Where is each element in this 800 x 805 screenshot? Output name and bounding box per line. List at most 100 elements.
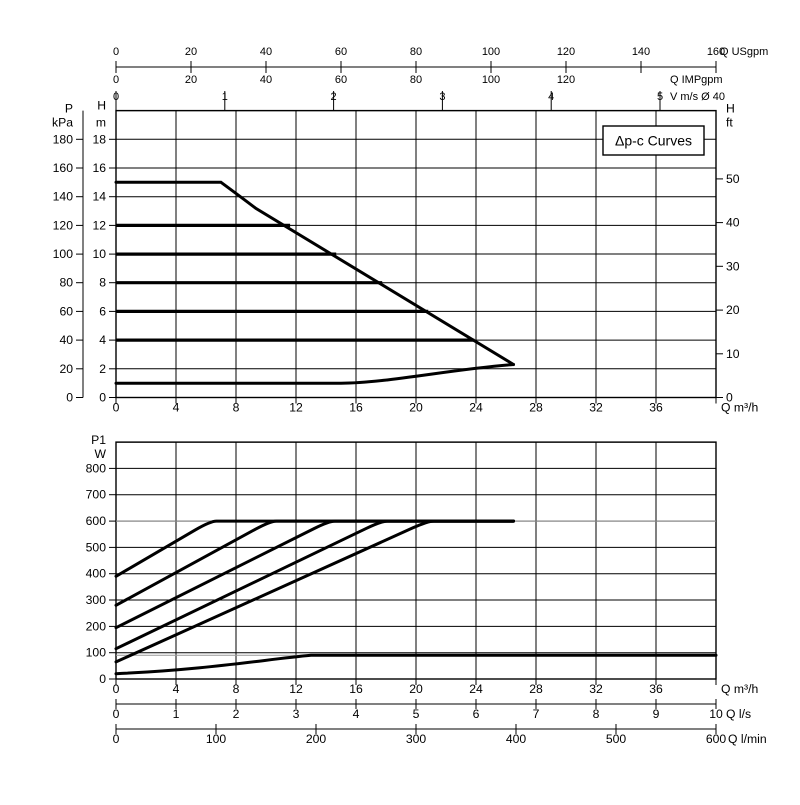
svg-text:40: 40 bbox=[726, 216, 740, 230]
svg-text:60: 60 bbox=[59, 304, 73, 318]
svg-text:100: 100 bbox=[482, 46, 500, 58]
svg-text:600: 600 bbox=[706, 732, 727, 746]
svg-text:24: 24 bbox=[469, 682, 483, 696]
svg-text:0: 0 bbox=[99, 672, 106, 686]
svg-text:100: 100 bbox=[482, 74, 500, 86]
svg-text:80: 80 bbox=[410, 74, 422, 86]
svg-text:12: 12 bbox=[289, 682, 303, 696]
svg-text:120: 120 bbox=[557, 74, 575, 86]
svg-text:20: 20 bbox=[185, 46, 197, 58]
svg-text:Q l/s: Q l/s bbox=[726, 707, 751, 721]
svg-text:18: 18 bbox=[92, 132, 106, 146]
svg-text:12: 12 bbox=[289, 401, 303, 415]
svg-text:8: 8 bbox=[233, 401, 240, 415]
svg-text:Q m³/h: Q m³/h bbox=[721, 682, 758, 696]
svg-text:0: 0 bbox=[113, 732, 120, 746]
svg-text:10: 10 bbox=[92, 247, 106, 261]
svg-text:14: 14 bbox=[92, 190, 106, 204]
svg-text:5: 5 bbox=[657, 91, 663, 103]
svg-text:0: 0 bbox=[99, 391, 106, 405]
svg-text:32: 32 bbox=[589, 401, 603, 415]
svg-text:36: 36 bbox=[649, 682, 663, 696]
svg-text:0: 0 bbox=[66, 391, 73, 405]
svg-text:0: 0 bbox=[113, 46, 119, 58]
svg-text:10: 10 bbox=[726, 347, 740, 361]
svg-text:8: 8 bbox=[99, 276, 106, 290]
svg-text:60: 60 bbox=[335, 46, 347, 58]
svg-text:20: 20 bbox=[409, 401, 423, 415]
svg-text:Δp-c Curves: Δp-c Curves bbox=[615, 133, 692, 149]
svg-text:16: 16 bbox=[349, 682, 363, 696]
svg-text:200: 200 bbox=[306, 732, 327, 746]
svg-text:8: 8 bbox=[233, 682, 240, 696]
svg-text:0: 0 bbox=[113, 74, 119, 86]
svg-text:Q l/min: Q l/min bbox=[728, 732, 767, 746]
svg-text:80: 80 bbox=[410, 46, 422, 58]
svg-text:200: 200 bbox=[86, 619, 107, 633]
svg-text:0: 0 bbox=[113, 401, 120, 415]
svg-text:600: 600 bbox=[86, 514, 107, 528]
svg-text:16: 16 bbox=[349, 401, 363, 415]
svg-text:0: 0 bbox=[113, 91, 119, 103]
svg-text:Q USgpm: Q USgpm bbox=[720, 46, 768, 58]
svg-text:100: 100 bbox=[86, 646, 107, 660]
svg-text:2: 2 bbox=[233, 707, 240, 721]
svg-text:P: P bbox=[65, 102, 73, 116]
svg-text:140: 140 bbox=[53, 190, 74, 204]
svg-text:160: 160 bbox=[53, 161, 74, 175]
svg-text:20: 20 bbox=[726, 303, 740, 317]
svg-text:100: 100 bbox=[53, 247, 74, 261]
svg-text:1: 1 bbox=[173, 707, 180, 721]
svg-text:Q IMPgpm: Q IMPgpm bbox=[670, 74, 723, 86]
svg-text:32: 32 bbox=[589, 682, 603, 696]
svg-text:80: 80 bbox=[59, 276, 73, 290]
svg-text:W: W bbox=[94, 447, 106, 461]
svg-text:20: 20 bbox=[185, 74, 197, 86]
svg-text:4: 4 bbox=[548, 91, 554, 103]
svg-text:6: 6 bbox=[99, 304, 106, 318]
svg-text:500: 500 bbox=[86, 540, 107, 554]
svg-text:12: 12 bbox=[92, 218, 106, 232]
svg-text:28: 28 bbox=[529, 682, 543, 696]
svg-text:7: 7 bbox=[533, 707, 540, 721]
svg-text:40: 40 bbox=[260, 74, 272, 86]
svg-text:500: 500 bbox=[606, 732, 627, 746]
svg-text:0: 0 bbox=[113, 707, 120, 721]
svg-text:4: 4 bbox=[173, 682, 180, 696]
svg-text:20: 20 bbox=[59, 362, 73, 376]
svg-text:36: 36 bbox=[649, 401, 663, 415]
svg-text:120: 120 bbox=[557, 46, 575, 58]
svg-text:120: 120 bbox=[53, 218, 74, 232]
svg-text:16: 16 bbox=[92, 161, 106, 175]
svg-text:10: 10 bbox=[709, 707, 723, 721]
svg-text:3: 3 bbox=[439, 91, 445, 103]
svg-text:P1: P1 bbox=[91, 433, 106, 447]
svg-text:40: 40 bbox=[59, 333, 73, 347]
svg-text:300: 300 bbox=[406, 732, 427, 746]
svg-text:700: 700 bbox=[86, 488, 107, 502]
svg-text:6: 6 bbox=[473, 707, 480, 721]
svg-text:180: 180 bbox=[53, 132, 74, 146]
svg-text:50: 50 bbox=[726, 172, 740, 186]
svg-text:4: 4 bbox=[99, 333, 106, 347]
svg-text:3: 3 bbox=[293, 707, 300, 721]
svg-text:20: 20 bbox=[409, 682, 423, 696]
svg-text:300: 300 bbox=[86, 593, 107, 607]
svg-text:400: 400 bbox=[506, 732, 527, 746]
svg-text:2: 2 bbox=[331, 91, 337, 103]
svg-text:5: 5 bbox=[413, 707, 420, 721]
svg-text:9: 9 bbox=[653, 707, 660, 721]
svg-text:2: 2 bbox=[99, 362, 106, 376]
svg-text:ft: ft bbox=[726, 116, 733, 130]
svg-text:8: 8 bbox=[593, 707, 600, 721]
svg-text:60: 60 bbox=[335, 74, 347, 86]
svg-text:Q m³/h: Q m³/h bbox=[721, 401, 758, 415]
svg-text:100: 100 bbox=[206, 732, 227, 746]
svg-text:140: 140 bbox=[632, 46, 650, 58]
svg-text:40: 40 bbox=[260, 46, 272, 58]
svg-text:H: H bbox=[97, 99, 106, 113]
svg-text:28: 28 bbox=[529, 401, 543, 415]
svg-text:400: 400 bbox=[86, 567, 107, 581]
svg-text:30: 30 bbox=[726, 259, 740, 273]
svg-text:24: 24 bbox=[469, 401, 483, 415]
